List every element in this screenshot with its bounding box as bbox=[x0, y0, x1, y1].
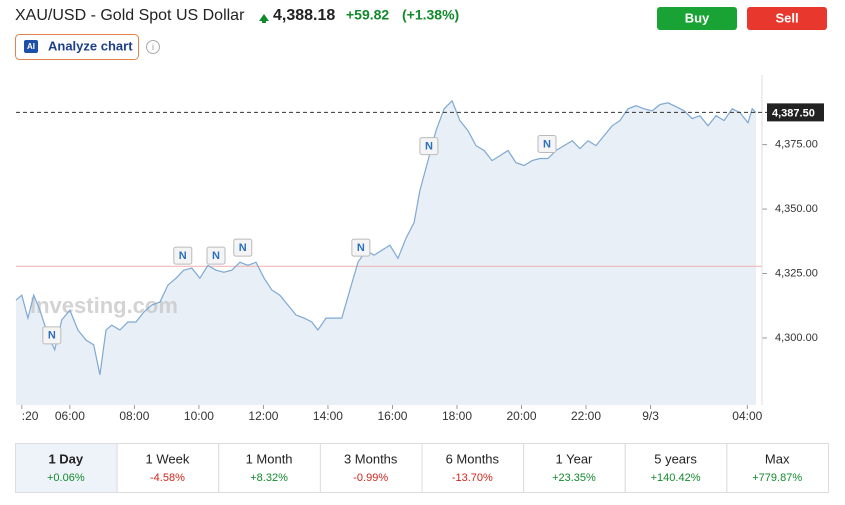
period-bar: 1 Day +0.06% 1 Week -4.58% 1 Month +8.32% 3 Mo… bbox=[15, 443, 829, 493]
period-label[interactable]: 1 Day bbox=[48, 451, 83, 466]
x-tick-label: 14:00 bbox=[313, 409, 343, 423]
period-label[interactable]: 1 Month bbox=[246, 451, 293, 466]
analyze-button[interactable]: AI Analyze chart bbox=[15, 34, 139, 60]
price: 4,388.18 bbox=[273, 7, 335, 24]
period-label[interactable]: 3 Months bbox=[344, 451, 398, 466]
area bbox=[16, 100, 756, 406]
x-tick-label: 08:00 bbox=[119, 409, 149, 423]
period-label[interactable]: Max bbox=[765, 451, 790, 466]
x-tick-label: 18:00 bbox=[442, 409, 472, 423]
change-pct: (+1.38%) bbox=[402, 7, 459, 23]
news-marker-label[interactable]: N bbox=[48, 330, 56, 342]
period-change[interactable]: +8.32% bbox=[250, 472, 288, 484]
period-tab[interactable] bbox=[116, 443, 220, 493]
sell-button[interactable] bbox=[747, 7, 827, 30]
analyze-label[interactable]: Analyze chart bbox=[48, 38, 133, 53]
news-marker[interactable] bbox=[537, 135, 557, 154]
info-icon[interactable] bbox=[146, 40, 160, 54]
period-label[interactable]: 5 years bbox=[654, 451, 697, 466]
news-marker[interactable] bbox=[351, 238, 371, 257]
period-tab[interactable] bbox=[421, 443, 525, 493]
news-marker[interactable] bbox=[206, 246, 226, 265]
news-marker[interactable] bbox=[233, 238, 253, 257]
news-marker-label[interactable]: N bbox=[239, 242, 247, 254]
y-tick-label: 4,350.00 bbox=[775, 203, 818, 215]
buy-button[interactable] bbox=[657, 7, 737, 30]
x-tick-label: 22:00 bbox=[571, 409, 601, 423]
x-tick-label: 06:00 bbox=[55, 409, 85, 423]
period-tab[interactable] bbox=[319, 443, 423, 493]
watermark: Investing.com bbox=[30, 293, 178, 318]
info-icon-glyph: i bbox=[152, 42, 154, 52]
chart: Investing.com 4,300.00 4,325.00 4,350.00 4,3… bbox=[15, 75, 824, 423]
period-change[interactable]: -13.70% bbox=[452, 472, 493, 484]
analyze-frame[interactable] bbox=[15, 34, 139, 60]
ai-icon-text: AI bbox=[27, 42, 35, 51]
period-label[interactable]: 1 Week bbox=[146, 451, 190, 466]
up-arrow bbox=[259, 14, 269, 23]
news-marker[interactable] bbox=[419, 137, 439, 156]
instrument-title: XAU/USD - Gold Spot US Dollar bbox=[15, 7, 245, 24]
news-marker-label[interactable]: N bbox=[179, 250, 187, 262]
news-marker-label[interactable]: N bbox=[357, 242, 365, 254]
period-change[interactable]: +23.35% bbox=[552, 472, 596, 484]
news-marker-label[interactable]: N bbox=[212, 250, 220, 262]
current-price-badge bbox=[767, 103, 824, 122]
period-label[interactable]: 1 Year bbox=[556, 451, 594, 466]
y-tick-label: 4,375.00 bbox=[775, 139, 818, 151]
period-change[interactable]: +779.87% bbox=[752, 472, 802, 484]
price-line bbox=[15, 99, 757, 375]
period-tab[interactable] bbox=[624, 443, 728, 493]
period-tab[interactable] bbox=[726, 443, 829, 493]
period-tab[interactable] bbox=[218, 443, 321, 493]
change: +59.82 bbox=[346, 7, 389, 23]
x-tick-label: :20 bbox=[22, 409, 39, 423]
period-label[interactable]: 6 Months bbox=[446, 451, 500, 466]
period-tab[interactable] bbox=[15, 443, 118, 493]
current-price-label: 4,387.50 bbox=[772, 107, 815, 119]
x-tick-label: 04:00 bbox=[732, 409, 762, 423]
period-change[interactable]: +140.42% bbox=[651, 472, 701, 484]
sell-label[interactable]: Sell bbox=[775, 10, 798, 25]
x-tick-label: 12:00 bbox=[248, 409, 278, 423]
news-marker[interactable] bbox=[42, 326, 62, 345]
ai-icon bbox=[24, 40, 38, 53]
period-change[interactable]: -0.99% bbox=[353, 472, 388, 484]
period-change[interactable]: +0.06% bbox=[47, 472, 85, 484]
news-marker-label[interactable]: N bbox=[425, 141, 433, 153]
news-marker-label[interactable]: N bbox=[543, 138, 551, 150]
period-change[interactable]: -4.58% bbox=[150, 472, 185, 484]
x-tick-label: 9/3 bbox=[642, 409, 659, 423]
news-marker[interactable] bbox=[173, 246, 193, 265]
period-tab[interactable] bbox=[523, 443, 626, 493]
y-tick-label: 4,300.00 bbox=[775, 332, 818, 344]
buy-label[interactable]: Buy bbox=[685, 10, 710, 25]
y-tick-label: 4,325.00 bbox=[775, 267, 818, 279]
x-tick-label: 20:00 bbox=[506, 409, 536, 423]
x-tick-label: 10:00 bbox=[184, 409, 214, 423]
x-tick-label: 16:00 bbox=[377, 409, 407, 423]
